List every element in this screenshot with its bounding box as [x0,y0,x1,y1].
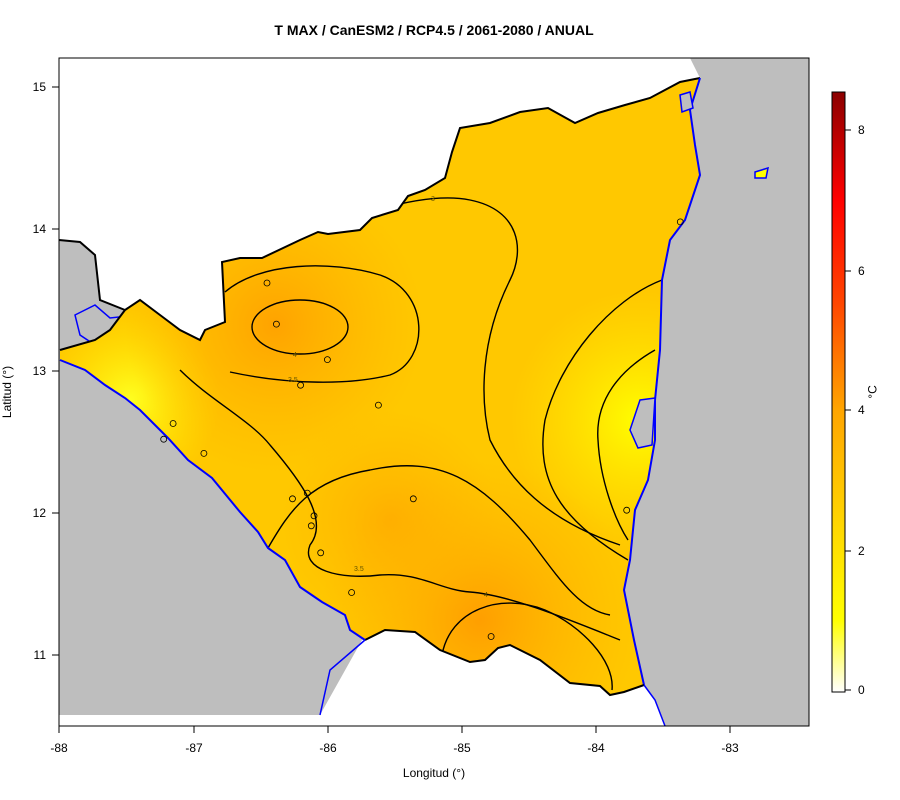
x-tick-label: -83 [721,741,739,755]
x-axis-label: Longitud (°) [402,766,466,780]
station-marker [317,549,325,557]
colorbar [831,91,846,693]
contour-lines [139,197,663,691]
contour-label: 4 [293,352,297,359]
contour-label: 3 [431,196,435,203]
honduras-el-salvador-border [58,239,126,311]
x-tick-label: -85 [453,741,471,755]
contour-label-group: 3 4 3.5 3.5 4 [288,196,488,599]
station-marker [323,356,331,364]
contour-3-north [299,197,621,546]
colorbar-tick-label: 4 [858,403,865,417]
colorbar-ticks [845,129,851,691]
y-axis-label: Latitud (°) [0,365,14,419]
y-tick-marks [52,86,59,656]
station-marker [374,401,382,409]
station-marker [310,512,318,520]
honduras-region [59,58,700,350]
colorbar-tick-label: 2 [858,544,865,558]
corn-islands [754,166,769,179]
costa-rica-pacific-coast [319,639,366,716]
contour-3.5-north [224,265,420,383]
station-marker [297,381,305,389]
station-marker [487,633,495,640]
costa-rica-region [59,630,665,726]
y-tick-label: 11 [33,648,46,662]
station-marker [272,320,280,328]
station-marker [348,589,356,596]
x-tick-label: -88 [50,741,68,755]
costa-rica-caribbean-coast [643,684,666,727]
station-marker [409,495,417,503]
station-marker [169,420,177,427]
contour-4-north [251,299,349,355]
x-tick-label: -87 [185,741,203,755]
colorbar-tick-label: 8 [858,123,865,137]
station-marker [160,435,168,443]
x-tick-label: -86 [319,741,337,755]
contour-3-south [179,369,621,641]
station-marker [676,218,684,226]
contour-label: 3.5 [354,566,364,573]
y-tick-label: 15 [32,80,46,94]
x-tick-label: -84 [587,741,605,755]
costa-rica-border [364,628,645,697]
pearl-lagoon [629,397,656,449]
y-tick-label: 13 [32,364,46,378]
contour-label: 4 [484,592,488,599]
contour-label: 3.5 [288,377,298,384]
contour-2.8-east [542,279,663,561]
honduras-border [59,77,701,351]
plot-frame [58,57,810,727]
x-tick-marks [58,726,731,733]
colorbar-unit-label: °C [865,385,880,399]
station-marker [200,449,208,457]
station-marker [623,506,631,514]
station-marker [303,489,311,497]
station-marker [307,522,315,530]
pacific-coast [59,359,366,641]
y-tick-label: 12 [32,506,46,520]
colorbar-tick-label: 6 [858,264,865,278]
station-marker [289,495,296,503]
map-title: T MAX / CanESM2 / RCP4.5 / 2061-2080 / A… [274,22,594,38]
colorbar-tick-label: 0 [858,683,865,697]
station-marker [263,279,271,287]
coastal-lagoon [679,91,694,114]
contour-4-south [441,602,613,691]
station-markers [160,218,684,640]
contour-2.5-east [597,349,656,541]
y-tick-label: 14 [32,222,46,236]
caribbean-coast [622,77,702,686]
